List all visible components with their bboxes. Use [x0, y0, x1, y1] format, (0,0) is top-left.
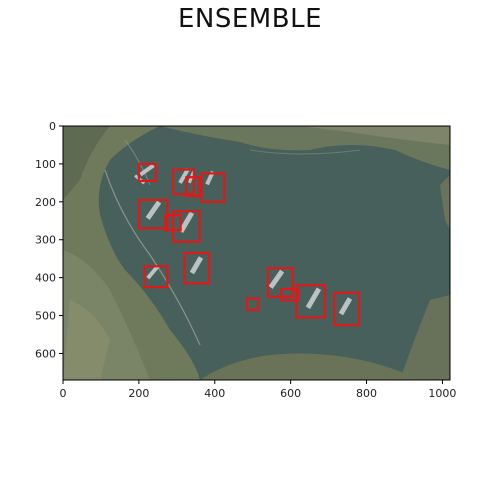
- detection-box-3: [185, 176, 201, 198]
- detection-box-14: [333, 291, 361, 327]
- y-tick-label: 600: [35, 347, 56, 360]
- detection-boxes: [137, 162, 361, 327]
- x-tick-label: 0: [60, 387, 67, 400]
- detection-box-2: [171, 168, 195, 196]
- x-tick-label: 800: [356, 387, 377, 400]
- detection-box-13: [295, 284, 326, 319]
- detection-box-1: [137, 162, 158, 183]
- detection-box-7: [171, 210, 201, 243]
- satellite-image: [63, 126, 450, 380]
- y-tick-label: 400: [35, 272, 56, 285]
- x-axis: 0 200 400 600 800 1000: [60, 380, 456, 400]
- detection-box-9: [183, 251, 211, 285]
- x-tick-label: 600: [280, 387, 301, 400]
- plot-frame: [62, 125, 451, 381]
- detection-box-8: [143, 265, 169, 289]
- x-tick-label: 200: [128, 387, 149, 400]
- detection-box-12: [280, 287, 300, 302]
- y-tick-label: 300: [35, 234, 56, 247]
- y-tick-label: 100: [35, 158, 56, 171]
- y-tick-label: 500: [35, 310, 56, 323]
- y-tick-label: 0: [49, 120, 56, 133]
- y-tick-label: 200: [35, 196, 56, 209]
- x-tick-label: 400: [204, 387, 225, 400]
- detection-box-4: [200, 172, 226, 203]
- detection-box-11: [245, 297, 260, 311]
- x-tick-label: 1000: [428, 387, 456, 400]
- y-axis: 0 100 200 300 400 500 600: [35, 120, 63, 360]
- chart-title: ENSEMBLE: [178, 4, 322, 34]
